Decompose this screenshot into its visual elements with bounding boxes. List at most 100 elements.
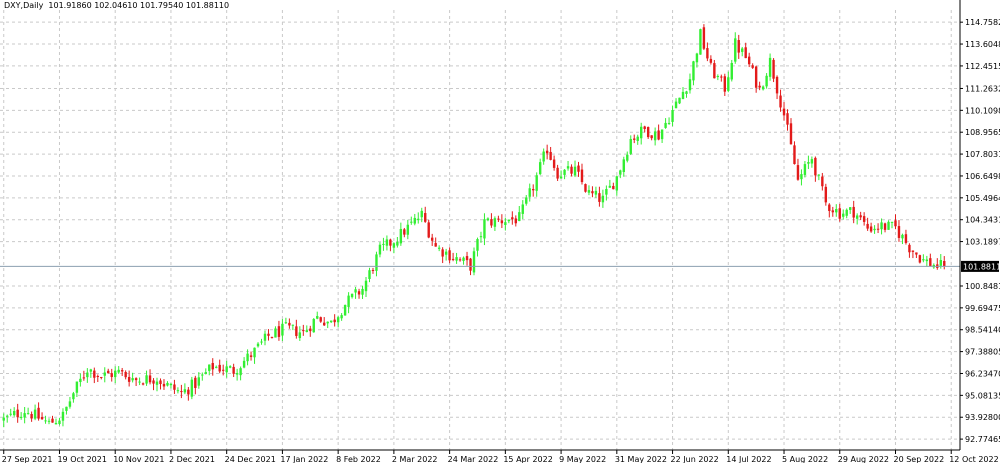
candle xyxy=(368,267,371,283)
candle xyxy=(580,163,584,185)
candle xyxy=(859,211,862,221)
current-price-label: 101.88110 xyxy=(961,260,1000,272)
candle xyxy=(350,293,354,299)
candle-body xyxy=(876,228,880,230)
candle xyxy=(943,256,946,270)
candle xyxy=(16,403,19,423)
candle-body xyxy=(890,221,894,223)
candle-body xyxy=(518,212,521,222)
candle xyxy=(667,117,671,125)
candle-body xyxy=(361,288,364,295)
candle-body xyxy=(218,364,221,372)
candle-body xyxy=(455,257,458,261)
candle-body xyxy=(155,381,159,385)
candle-body xyxy=(187,389,190,395)
candle-body xyxy=(549,151,552,160)
candle-body xyxy=(323,322,326,326)
candle-body xyxy=(786,113,789,125)
candle xyxy=(120,367,124,376)
candle xyxy=(608,179,612,188)
candle-body xyxy=(772,59,775,79)
candle-body xyxy=(514,218,518,224)
candle-body xyxy=(472,251,476,273)
candle xyxy=(559,170,563,179)
candle-body xyxy=(319,317,322,322)
candle-body xyxy=(855,215,859,219)
x-tick-label: 10 Nov 2021 xyxy=(113,455,164,463)
candle xyxy=(180,384,183,399)
candle xyxy=(852,200,855,224)
candle-body xyxy=(159,380,162,385)
candle xyxy=(734,32,737,64)
candle-body xyxy=(253,347,256,358)
candle-body xyxy=(925,259,929,262)
candle-body xyxy=(103,372,106,376)
candle xyxy=(887,220,890,230)
candle xyxy=(357,288,361,299)
candle-body xyxy=(368,270,371,279)
candle-body xyxy=(580,169,584,183)
candle-body xyxy=(479,236,483,238)
candle-body xyxy=(594,190,598,195)
candle xyxy=(925,255,929,267)
candle-body xyxy=(817,174,821,176)
candle-body xyxy=(68,401,72,407)
candle xyxy=(897,220,901,242)
candle-body xyxy=(396,241,399,246)
candle-body xyxy=(538,162,542,175)
candle xyxy=(598,186,601,207)
candle-body xyxy=(521,204,524,214)
candle xyxy=(458,257,462,262)
candle xyxy=(61,408,65,427)
candle xyxy=(392,242,396,254)
candle-body xyxy=(570,166,573,174)
candle-body xyxy=(486,218,490,221)
candle-body xyxy=(197,377,201,386)
candle xyxy=(12,407,16,417)
candle xyxy=(131,372,134,383)
candle-body xyxy=(270,336,274,338)
candle xyxy=(361,285,364,299)
x-tick-label: 17 Jan 2022 xyxy=(280,455,328,463)
candle-body xyxy=(734,38,737,62)
candle xyxy=(437,245,441,252)
candle-body xyxy=(587,190,591,193)
candle xyxy=(789,118,793,145)
candle xyxy=(472,247,476,276)
candle xyxy=(685,90,688,98)
candle-body xyxy=(619,170,622,175)
candle-body xyxy=(737,40,740,53)
y-tick-label: 103.18975 xyxy=(965,238,1000,247)
candle xyxy=(298,326,302,341)
candle-body xyxy=(810,159,814,164)
candle-body xyxy=(688,79,692,91)
candle-body xyxy=(392,243,396,248)
candle xyxy=(831,206,834,217)
candle xyxy=(309,325,312,337)
candle xyxy=(493,216,497,231)
candle-body xyxy=(183,389,187,393)
candle xyxy=(911,250,915,259)
candle xyxy=(430,233,434,246)
candle xyxy=(695,52,699,68)
candle xyxy=(521,200,524,220)
candle-body xyxy=(201,374,204,376)
candle-body xyxy=(462,257,465,261)
y-tick-label: 114.75820 xyxy=(965,18,1000,27)
candle xyxy=(640,122,643,145)
candle-body xyxy=(176,390,180,392)
candle-body xyxy=(873,228,876,231)
candle xyxy=(619,169,622,179)
candle xyxy=(302,324,305,336)
candle-body xyxy=(758,85,761,88)
candle xyxy=(145,370,148,386)
x-tick-label: 31 May 2022 xyxy=(615,455,667,463)
candle-body xyxy=(681,91,685,100)
candle-body xyxy=(866,223,869,229)
candle-body xyxy=(96,376,99,378)
candle-body xyxy=(19,416,23,418)
current-price-label-text: 101.88110 xyxy=(963,262,1000,271)
